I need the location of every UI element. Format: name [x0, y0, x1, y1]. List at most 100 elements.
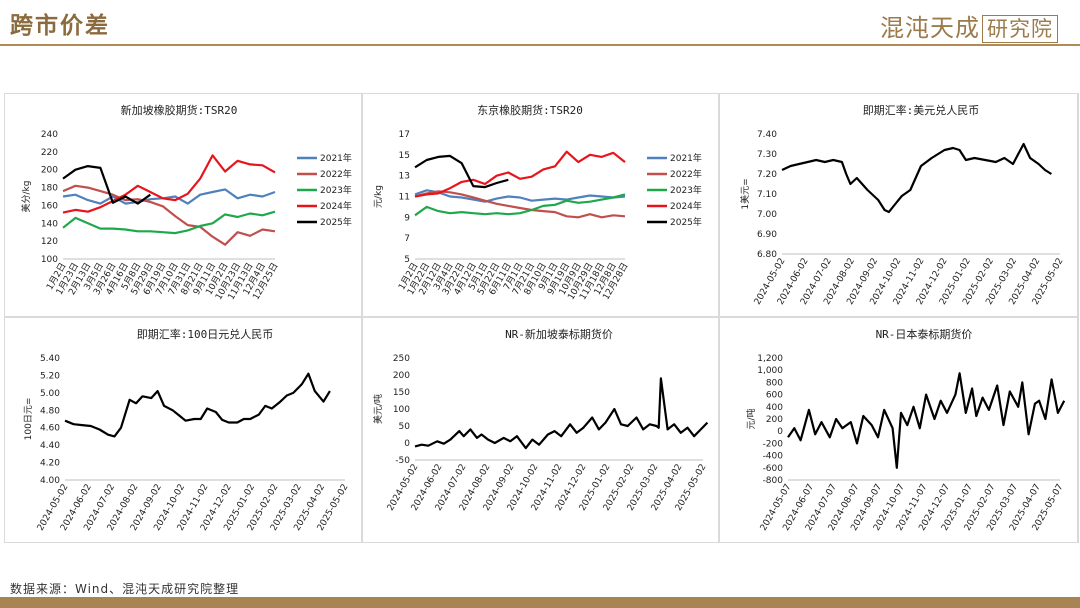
chart-panel-usdcny: 即期汇率:美元兑人民币 6.80 6.90 7.00 7.10 7.20 7.30 7.40 1…: [719, 93, 1078, 317]
chart-panel-nr-jp: NR-日本泰标期货价 -800 -600 -400 -200 0 200 400 600 800 1…: [719, 317, 1078, 543]
jp-tsr20-chart: 东京橡胶期货:TSR2057911131517元/kg1月2日1月22日2月12…: [374, 103, 702, 302]
y-tick-label: 6.80: [757, 250, 777, 260]
data-source-note: 数据来源：Wind、混沌天成研究院整理: [10, 582, 240, 596]
y-tick-label: 5: [404, 255, 410, 265]
y-tick-label: -800: [763, 476, 784, 486]
series-line-2023: [62, 210, 276, 235]
sg-tsr20-chart: 新加坡橡胶期货:TSR20 100 120 140 160 180 200 220 240 美分/…: [20, 103, 352, 302]
y-tick-label: 150: [393, 388, 410, 398]
y-tick-label: 4.60: [40, 424, 60, 434]
y-tick-label: 200: [393, 371, 410, 381]
y-tick-label: -400: [763, 452, 784, 462]
chart-title: NR-日本泰标期货价: [876, 327, 973, 341]
legend-label: 2021年: [670, 152, 702, 164]
y-axis-label: 100日元=: [23, 398, 34, 441]
legend-label: 2025年: [670, 216, 702, 228]
series-line-2023: [414, 193, 626, 217]
series-line-2022: [62, 184, 276, 246]
y-tick-label: 100: [393, 405, 410, 415]
series-line-2025: [62, 165, 151, 205]
chart-title: 即期汇率:美元兑人民币: [863, 103, 980, 117]
y-tick-label: 17: [399, 130, 410, 140]
y-tick-label: 15: [399, 151, 410, 161]
y-tick-label: 6.90: [757, 230, 777, 240]
y-tick-label: 5.20: [40, 371, 60, 381]
y-tick-label: 220: [41, 148, 58, 158]
usdcny-chart: 即期汇率:美元兑人民币 6.80 6.90 7.00 7.10 7.20 7.30 7.40 1…: [739, 103, 1066, 307]
legend-label: 2023年: [670, 184, 702, 196]
y-tick-label: 9: [404, 213, 410, 223]
y-tick-label: -200: [763, 439, 784, 449]
y-tick-label: 180: [41, 184, 58, 194]
series-line-main: [64, 372, 331, 438]
brand-logo: 混沌天成 研究院: [880, 8, 1058, 43]
chart-panel-sg-tsr20: 新加坡橡胶期货:TSR20 100 120 140 160 180 200 220 240 美分/…: [4, 93, 362, 317]
footer-bar: [0, 597, 1080, 608]
chart-title: NR-新加坡泰标期货价: [505, 327, 613, 341]
chart-panel-jp-tsr20: 东京橡胶期货:TSR20 5 7 9 11 13 15 17 元/kg 1月2日 1月22日 2月12…: [362, 93, 719, 317]
series-line-main: [787, 372, 1066, 469]
y-tick-label: 200: [41, 166, 58, 176]
y-tick-label: -600: [763, 464, 784, 474]
series-line-main: [781, 142, 1052, 214]
y-tick-label: 1,000: [757, 366, 783, 376]
y-axis-label: 美元/吨: [372, 394, 384, 424]
y-tick-label: 200: [766, 415, 783, 425]
y-axis-label: 1美元=: [739, 178, 751, 209]
y-tick-label: 120: [41, 237, 58, 247]
logo-main-text: 混沌天成: [880, 14, 980, 42]
y-tick-label: 1,200: [757, 354, 783, 364]
series-line-2025: [414, 154, 509, 189]
legend-label: 2024年: [320, 200, 352, 212]
y-tick-label: 0: [777, 427, 783, 437]
chart-title: 新加坡橡胶期货:TSR20: [121, 103, 238, 117]
nr-sg-chart: NR-新加坡泰标期货价-50050100150200250美元/吨2024-05…: [372, 327, 709, 513]
y-tick-label: 7.20: [757, 170, 777, 180]
y-axis-label: 美分/kg: [20, 181, 32, 213]
nr-jp-chart: NR-日本泰标期货价 -800 -600 -400 -200 0 200 400 600 800 1…: [745, 327, 1066, 533]
y-tick-label: 4.00: [40, 476, 60, 486]
y-tick-label: 4.20: [40, 459, 60, 469]
series-line-main: [414, 377, 709, 450]
y-tick-label: 4.80: [40, 406, 60, 416]
chart-panel-nr-sg: NR-新加坡泰标期货价 -50 0 50 100 150 200 250 美元/吨 2024-05…: [362, 317, 719, 543]
y-tick-label: 160: [41, 201, 58, 211]
y-tick-label: 600: [766, 391, 783, 401]
y-tick-label: 7: [404, 234, 410, 244]
y-tick-label: -50: [395, 456, 410, 466]
chart-title: 即期汇率:100日元兑人民币: [137, 327, 274, 341]
y-tick-label: 100: [41, 255, 58, 265]
legend-label: 2022年: [670, 168, 702, 180]
y-tick-label: 7.40: [757, 130, 777, 140]
series-line-2024: [414, 150, 626, 198]
y-tick-label: 400: [766, 403, 783, 413]
y-tick-label: 11: [399, 193, 410, 203]
y-tick-label: 7.10: [757, 190, 777, 200]
chart-title: 东京橡胶期货:TSR20: [477, 103, 583, 117]
jpycny-chart: 即期汇率:100日元兑人民币 4.00 4.20 4.40 4.60 4.80 5.00 5.…: [23, 327, 351, 533]
y-tick-label: 5.40: [40, 354, 60, 364]
legend-label: 2024年: [670, 200, 702, 212]
y-tick-label: 5.00: [40, 389, 60, 399]
y-axis-label: 元/kg: [374, 185, 384, 208]
y-tick-label: 7.30: [757, 150, 777, 160]
legend-label: 2025年: [320, 216, 352, 228]
header-divider: [0, 44, 1080, 46]
y-tick-label: 50: [399, 422, 411, 432]
y-tick-label: 0: [404, 439, 410, 449]
legend-label: 2022年: [320, 168, 352, 180]
logo-box-text: 研究院: [982, 15, 1058, 43]
series-line-2022: [414, 190, 626, 219]
y-axis-label: 元/吨: [745, 408, 757, 429]
legend-label: 2023年: [320, 184, 352, 196]
series-line-2021: [62, 188, 276, 205]
y-tick-label: 800: [766, 378, 783, 388]
y-tick-label: 13: [399, 172, 410, 182]
series-line-2024: [62, 154, 276, 214]
y-tick-label: 240: [41, 130, 58, 140]
series-line-2021: [414, 189, 626, 203]
y-tick-label: 250: [393, 354, 410, 364]
y-tick-label: 7.00: [757, 210, 777, 220]
chart-panel-jpycny: 即期汇率:100日元兑人民币 4.00 4.20 4.40 4.60 4.80 5.00 5.…: [4, 317, 362, 543]
page-title: 跨市价差: [10, 12, 110, 39]
